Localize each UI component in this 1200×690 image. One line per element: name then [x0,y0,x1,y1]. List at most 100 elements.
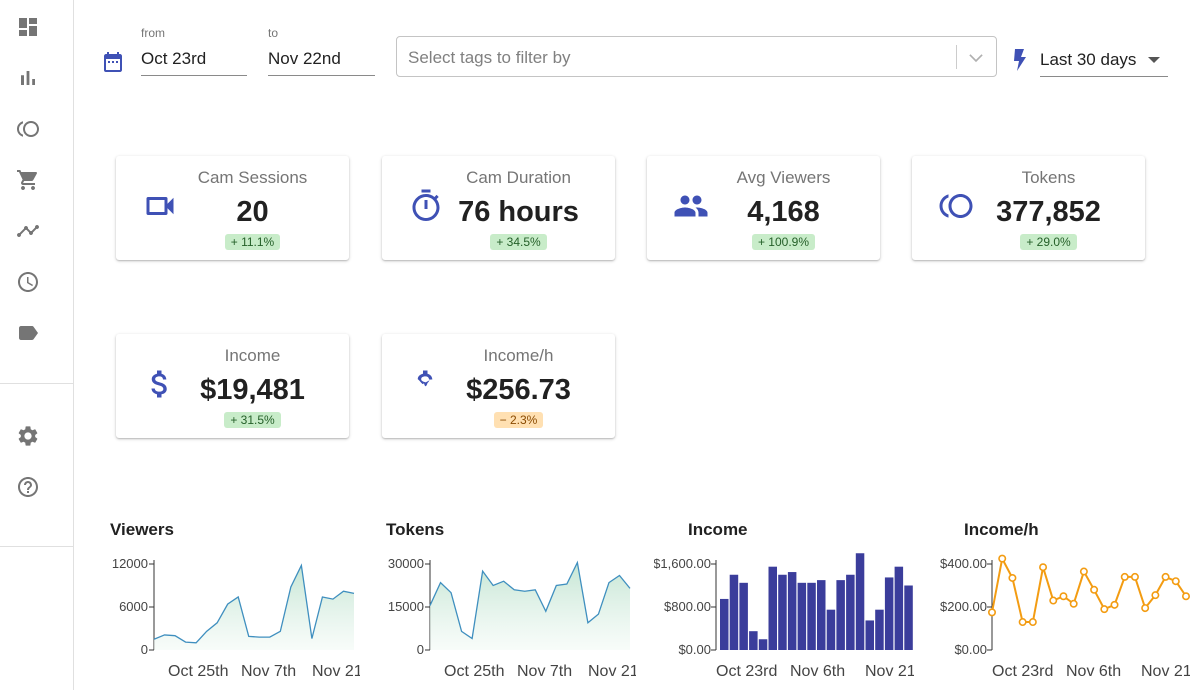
trend-icon[interactable] [15,218,41,244]
x-tick-label: Nov 7th [241,663,296,680]
data-point [1039,563,1048,572]
y-tick-label: 6000 [119,599,148,614]
bar [729,574,739,650]
chevron-down-icon[interactable] [966,47,986,67]
data-point [1049,596,1058,605]
x-tick-label: Oct 25th [444,663,504,680]
clock-icon[interactable] [15,269,41,295]
stat-change-badge: + 31.5% [224,412,281,428]
sidebar [0,0,74,690]
bar [778,574,787,650]
bar [739,582,748,650]
period-value: Last 30 days [1040,50,1137,69]
gear-icon[interactable] [15,423,41,449]
data-point [1171,577,1180,586]
bar [720,598,729,650]
x-tick-label: Nov 21st [588,663,636,680]
x-tick-label: Nov 6th [1066,663,1121,680]
x-tick-label: Nov 6th [790,663,845,680]
data-point [987,608,996,617]
tokens-chart-svg: 0 15000 30000 Oct 25th Nov 7th Nov 21st [388,556,636,680]
y-tick-label: 0 [141,642,148,657]
help-icon[interactable] [15,474,41,500]
y-tick-label: $400.00 [940,556,987,571]
data-point [1161,572,1170,581]
stopwatch-icon [408,188,444,224]
stat-value: 4,168 [747,196,820,228]
stat-title: Cam Sessions [197,168,308,187]
data-point [1141,604,1150,613]
tag-icon[interactable] [15,320,41,346]
chart-title: Income [688,520,748,539]
stat-change-badge: + 100.9% [751,234,816,250]
stat-change-badge: + 11.1% [224,234,281,250]
select-separator [956,45,957,69]
from-date-value[interactable]: Oct 23rd [141,49,207,68]
stat-change-badge: + 34.5% [490,234,547,250]
period-select[interactable]: Last 30 days [1040,44,1168,77]
dollar-icon [408,366,444,402]
y-tick-label: $0.00 [678,642,711,657]
x-tick-label: Oct 23rd [716,663,777,680]
data-point [1018,618,1027,627]
stat-value: $256.73 [466,374,571,406]
bar [865,620,874,650]
bar [894,566,904,650]
from-date-field[interactable]: from Oct 23rd [141,26,247,78]
from-label: from [141,26,165,40]
tags-filter-placeholder: Select tags to filter by [408,48,571,67]
data-point [1100,605,1109,614]
chart-income-per-hour: Income/h $0.00 $200.00 $400.00 Oct 23rd Nov … [930,520,1190,690]
data-point [1151,591,1160,600]
people-icon [673,188,709,224]
calendar-icon[interactable] [101,50,125,74]
area-fill [430,562,630,650]
y-tick-label: $0.00 [954,642,987,657]
tags-filter-select[interactable]: Select tags to filter by [396,36,997,77]
data-point [1069,599,1078,608]
bar [855,553,865,650]
income-chart-svg: $0.00 $800.00 $1,600.00 Oct 23rd Nov 6th Nov … [654,553,914,680]
stat-title: Avg Viewers [736,168,831,187]
stat-card-tokens: Tokens 377,852 + 29.0% [912,156,1145,260]
x-tick-label: Oct 25th [168,663,228,680]
y-tick-label: 30000 [388,556,424,571]
tokens-icon[interactable] [15,116,41,142]
x-tick-label: Nov 21st [312,663,360,680]
x-tick-label: Nov 21st [1141,663,1190,680]
stat-value: 20 [236,196,269,228]
video-camera-icon [142,188,178,224]
data-point [1079,567,1088,576]
stat-change-badge: − 2.3% [493,412,544,428]
bar [768,566,777,650]
stat-card-income: Income $19,481 + 31.5% [116,334,349,438]
dashboard-icon[interactable] [15,14,41,40]
to-date-field[interactable]: to Nov 22nd [268,26,375,78]
bar [826,609,836,650]
sidebar-divider [0,383,73,384]
stat-title: Income/h [483,346,554,365]
chart-title: Tokens [386,520,445,539]
cart-icon[interactable] [15,167,41,193]
bar [749,631,758,650]
bar [787,572,797,650]
stat-value: 377,852 [996,196,1101,228]
y-tick-label: 12000 [112,556,148,571]
sidebar-divider [0,546,73,547]
x-tick-label: Oct 23rd [992,663,1053,680]
bar [875,609,884,650]
bar [817,580,826,650]
data-point [998,554,1007,563]
caret-down-icon [1148,57,1160,63]
to-date-value[interactable]: Nov 22nd [268,49,341,68]
bar [904,585,913,650]
bolt-icon [1010,48,1030,72]
bar-chart-icon[interactable] [15,65,41,91]
chart-tokens: Tokens 0 15000 30000 Oct 25th Nov 7th Nov 21s… [386,520,636,690]
stat-title: Cam Duration [466,168,571,187]
bar [846,574,855,650]
data-point [1182,592,1190,601]
viewers-chart-svg: 0 6000 12000 Oct 25th Nov 7th Nov 21st [112,556,360,680]
to-label: to [268,26,279,40]
bar [884,577,894,650]
